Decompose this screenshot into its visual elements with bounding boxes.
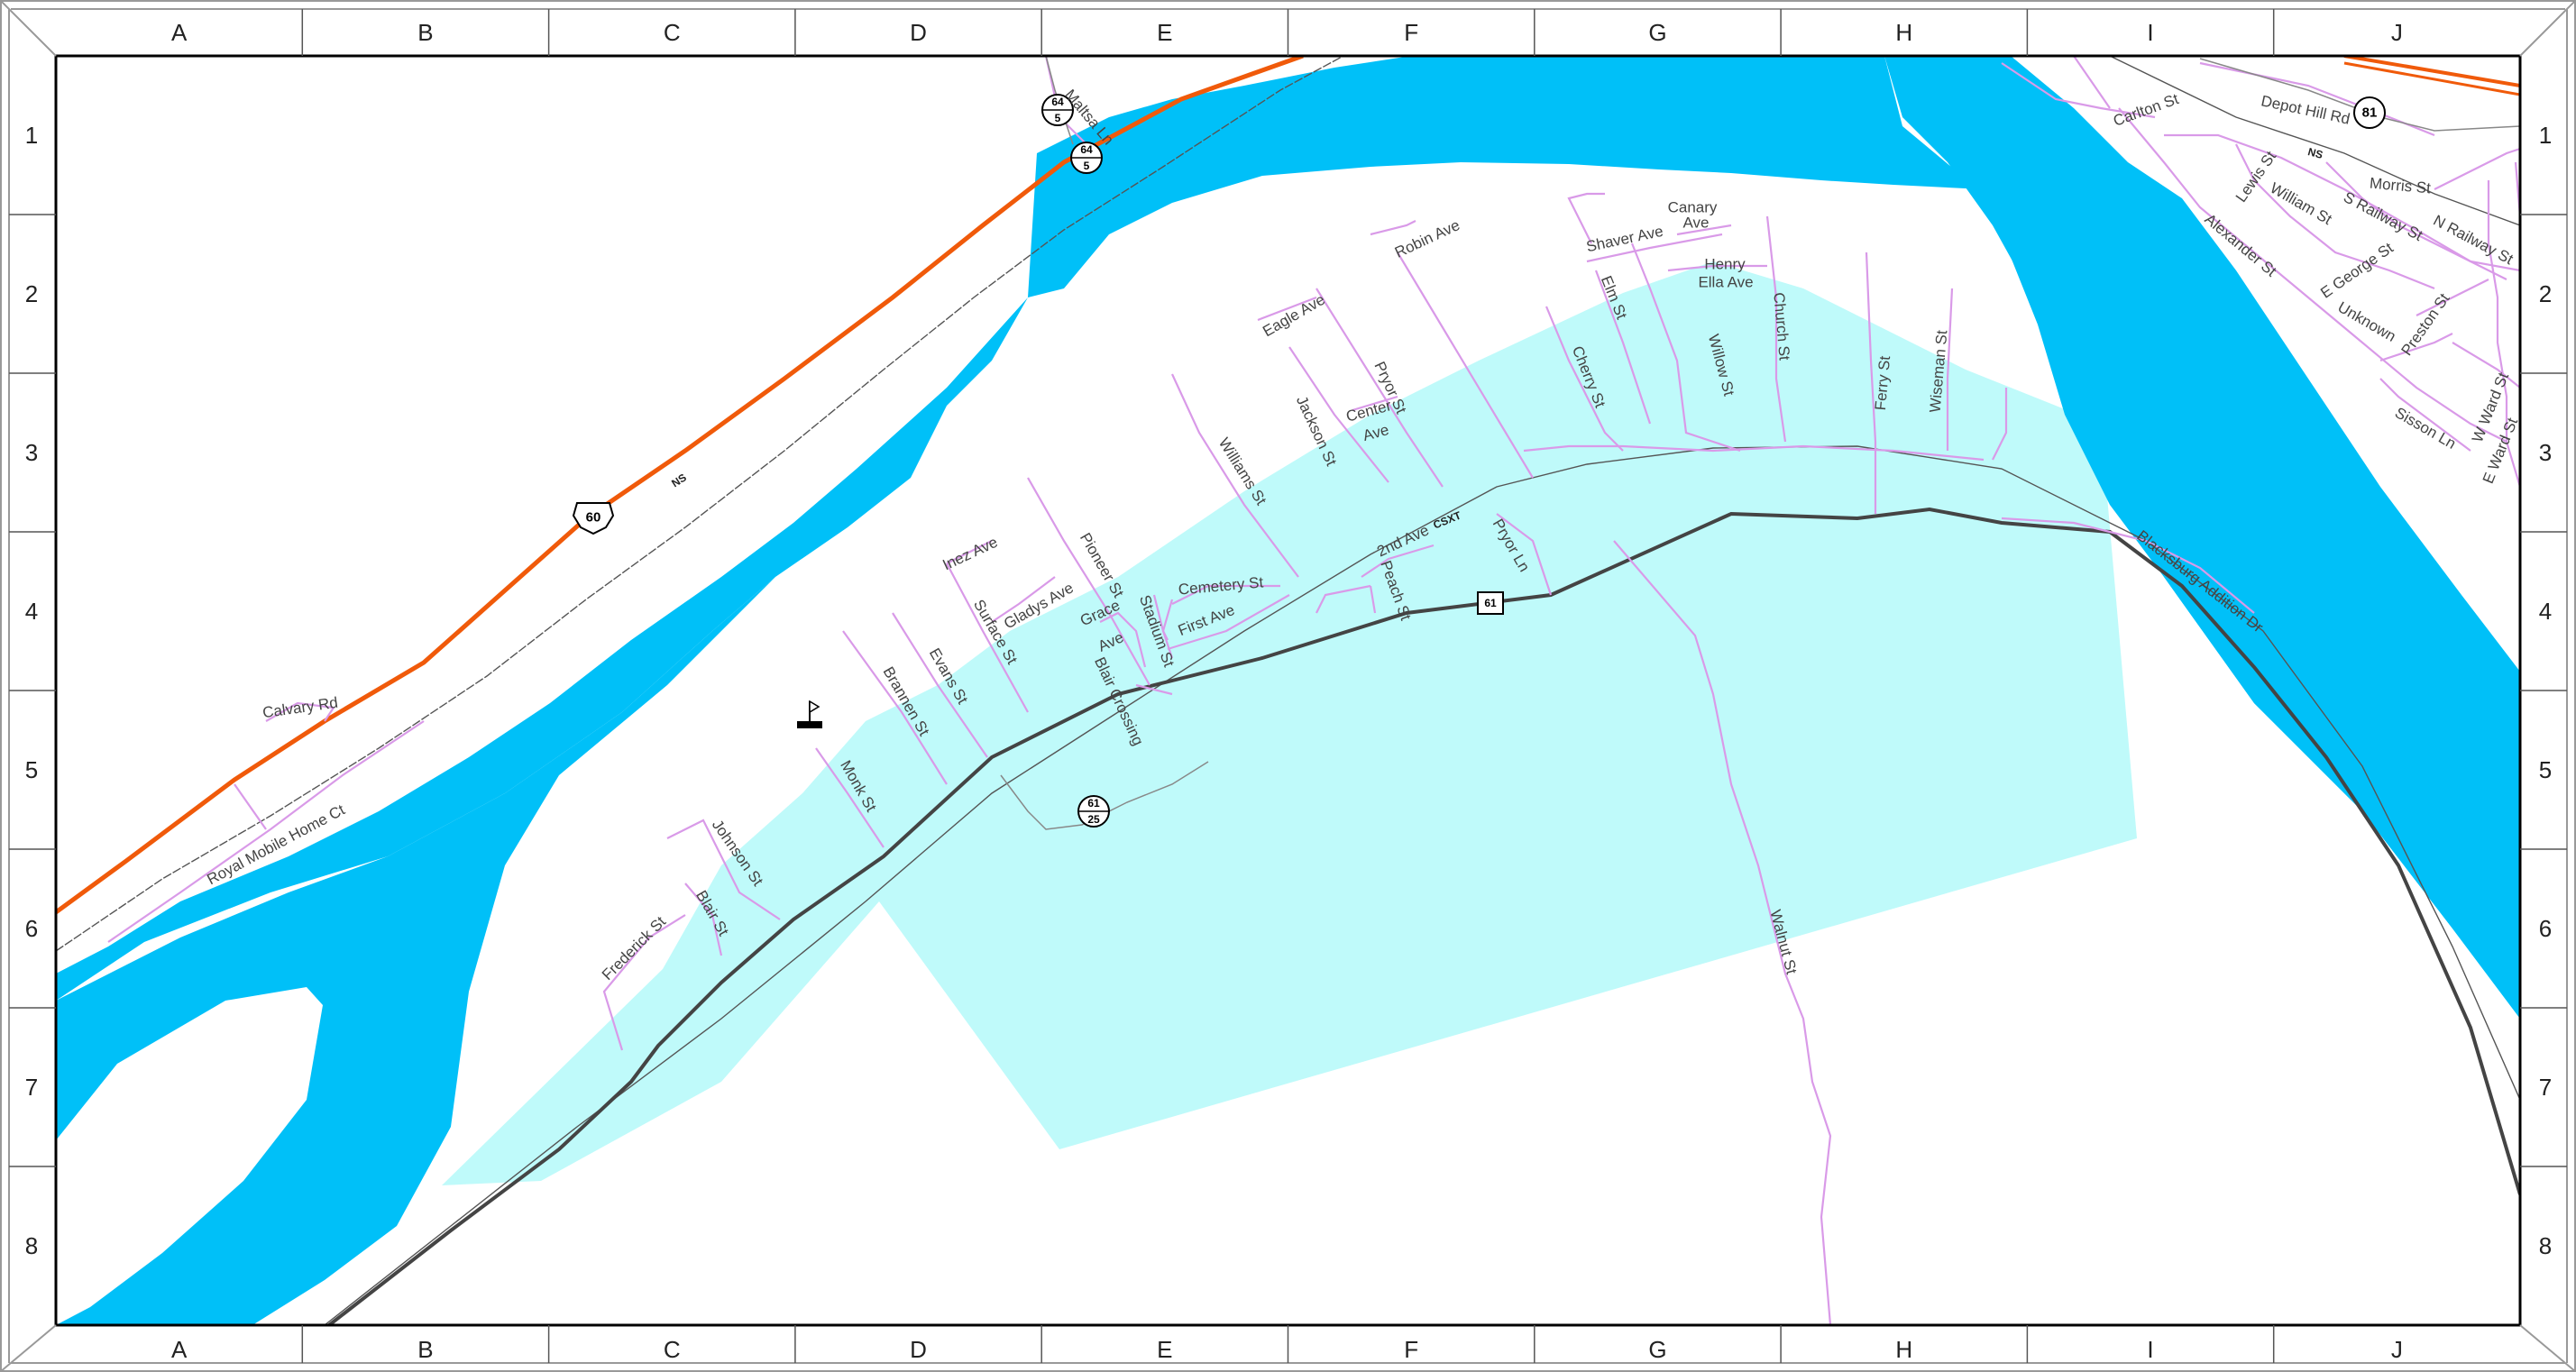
svg-text:61: 61 (1087, 797, 1100, 809)
grid-column-label: H (1895, 19, 1912, 46)
us-60-shield: 60 (572, 502, 615, 535)
grid-column-label: F (1404, 19, 1418, 46)
river-island (56, 987, 323, 1325)
ns-railroad (55, 55, 1344, 952)
us-60-highway (54, 53, 1304, 915)
minor-road-3 (1000, 761, 1209, 830)
highway-ne (2343, 54, 2521, 87)
svg-text:5: 5 (1084, 160, 1090, 172)
grid-column-label: I (2147, 1336, 2153, 1363)
street-label: Henry (1704, 256, 1746, 273)
grid-column-label: B (417, 19, 433, 46)
flag-marker-icon (797, 700, 822, 728)
svg-text:25: 25 (1087, 813, 1100, 826)
grid-row-label: 8 (25, 1232, 38, 1259)
grid-column-label: C (664, 19, 681, 46)
svg-text:5: 5 (1055, 112, 1061, 124)
grid-row-label: 1 (25, 122, 38, 149)
grid-column-label: J (2391, 1336, 2403, 1363)
grid-column-label: I (2147, 19, 2153, 46)
grid-row-label: 5 (2539, 756, 2552, 783)
svg-text:60: 60 (586, 510, 601, 526)
grid-row-label: 1 (2539, 122, 2552, 149)
grid-row-label: 5 (25, 756, 38, 783)
sr-64-5-shield-upper: 64 5 (1041, 94, 1074, 126)
grid-column-label: D (910, 19, 927, 46)
grid-row-label: 4 (2539, 598, 2552, 625)
svg-text:81: 81 (2362, 105, 2378, 121)
svg-text:64: 64 (1051, 96, 1064, 108)
grid-column-label: F (1404, 1336, 1418, 1363)
sr-64-5-shield-lower: 64 5 (1070, 142, 1103, 174)
ns-railroad-label-ne: NS (2306, 145, 2324, 161)
street-label: Ave (1683, 215, 1710, 232)
ns-railroad-ne (2109, 55, 2521, 226)
grid-column-label: A (171, 19, 188, 46)
highway-ne-2 (2343, 61, 2521, 96)
grid-row-label: 2 (2539, 280, 2552, 307)
town-area (442, 261, 2137, 1185)
grid-column-label: B (417, 1336, 433, 1363)
grid-column-label: D (910, 1336, 927, 1363)
minor-road (1045, 55, 1074, 145)
grid-row-label: 6 (25, 915, 38, 942)
grid-column-label: G (1648, 1336, 1666, 1363)
grid-labels: A A B B C C D D E E F F G G H H I I J J 1 1 2 2 3 3 4 4 5 5 6 6 7 7 8 8 (25, 19, 2552, 1363)
grid-column-label: E (1157, 19, 1172, 46)
grid-row-label: 4 (25, 598, 38, 625)
svg-text:61: 61 (1484, 597, 1497, 609)
street-label: Ella Ave (1698, 274, 1753, 291)
river-east (1884, 56, 2520, 1019)
grid-row-label: 7 (2539, 1074, 2552, 1101)
svg-text:64: 64 (1080, 143, 1093, 156)
grid-column-label: H (1895, 1336, 1912, 1363)
grid-column-label: C (664, 1336, 681, 1363)
grid-row-label: 3 (25, 439, 38, 466)
grid-row-label: 2 (25, 280, 38, 307)
grid-column-label: A (171, 1336, 188, 1363)
grid-column-label: J (2391, 19, 2403, 46)
csxt-railroad (324, 445, 2521, 1326)
sr-61-25-shield: 61 25 (1077, 795, 1110, 828)
sr-81-shield: 81 (2353, 96, 2386, 129)
street-network (107, 55, 2522, 1326)
grid-row-label: 8 (2539, 1232, 2552, 1259)
grid-column-label: G (1648, 19, 1666, 46)
grid-row-label: 7 (25, 1074, 38, 1101)
grid-row-label: 6 (2539, 915, 2552, 942)
route-61-shield: 61 (1477, 591, 1504, 615)
grid-ticks (9, 9, 2567, 1363)
grid-row-label: 3 (2539, 439, 2552, 466)
grid-column-label: E (1157, 1336, 1172, 1363)
street-label: Canary (1668, 199, 1718, 216)
